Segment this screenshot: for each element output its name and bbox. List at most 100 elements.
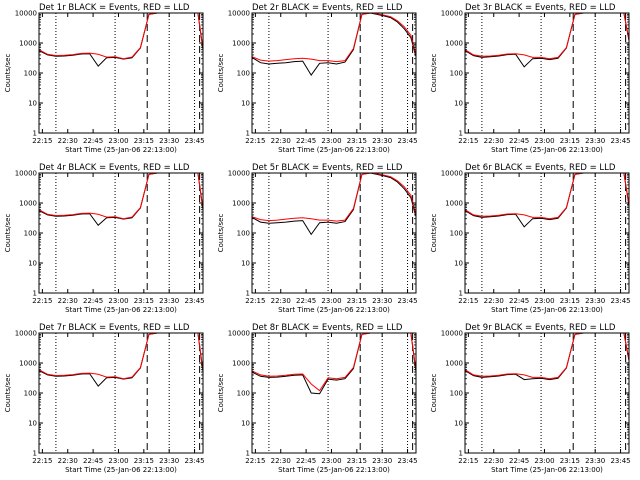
y-axis-label: Counts/sec xyxy=(217,214,225,253)
x-axis-label: Start Time (25-Jan-06 22:13:00) xyxy=(491,466,603,474)
y-tick-label: 1 xyxy=(459,130,463,138)
chart-title: Det 1r BLACK = Events, RED = LLD xyxy=(39,3,190,13)
y-tick-label: 10000 xyxy=(15,10,37,18)
plot-frame xyxy=(38,332,204,454)
y-tick-label: 10000 xyxy=(228,170,250,178)
y-tick-label: 100 xyxy=(450,230,463,238)
chart-panel-7: Det 7r BLACK = Events, RED = LLD 1 10 100 10… xyxy=(4,323,205,474)
y-tick-label: 10000 xyxy=(15,330,37,338)
lld-series-line xyxy=(251,172,417,222)
x-tick-label: 22:30 xyxy=(58,457,78,465)
x-tick-label: 23:00 xyxy=(321,137,341,145)
chart-title: Det 2r BLACK = Events, RED = LLD xyxy=(252,3,403,13)
x-tick-label: 23:30 xyxy=(585,457,605,465)
x-tick-label: 22:15 xyxy=(458,457,478,465)
x-tick-label: 23:45 xyxy=(397,137,417,145)
plot-frame xyxy=(464,12,630,134)
x-tick-label: 23:45 xyxy=(610,457,630,465)
x-tick-label: 23:30 xyxy=(585,297,605,305)
x-tick-label: 23:45 xyxy=(397,297,417,305)
chart-title: Det 5r BLACK = Events, RED = LLD xyxy=(252,163,403,173)
y-tick-label: 1 xyxy=(33,290,37,298)
x-tick-label: 22:45 xyxy=(509,137,529,145)
x-tick-label: 22:30 xyxy=(271,457,291,465)
x-tick-label: 22:15 xyxy=(245,297,265,305)
y-tick-label: 100 xyxy=(24,390,37,398)
x-tick-label: 22:15 xyxy=(32,457,52,465)
chart-panel-6: Det 6r BLACK = Events, RED = LLD 1 10 100 10… xyxy=(430,163,631,314)
plot-frame xyxy=(464,332,630,454)
x-axis-label: Start Time (25-Jan-06 22:13:00) xyxy=(65,146,177,154)
y-axis-label: Counts/sec xyxy=(430,214,438,253)
y-tick-label: 10 xyxy=(28,260,37,268)
y-tick-label: 1000 xyxy=(19,360,37,368)
chart-panel-1: Det 1r BLACK = Events, RED = LLD 1 10 100 10… xyxy=(4,3,205,154)
x-tick-label: 23:15 xyxy=(347,297,367,305)
y-tick-label: 100 xyxy=(450,70,463,78)
x-tick-label: 22:45 xyxy=(296,457,316,465)
y-tick-label: 1 xyxy=(33,130,37,138)
x-tick-label: 22:30 xyxy=(271,297,291,305)
chart-panel-4: Det 4r BLACK = Events, RED = LLD 1 10 100 10… xyxy=(4,163,205,314)
x-tick-label: 22:15 xyxy=(245,137,265,145)
x-tick-label: 23:30 xyxy=(372,137,392,145)
chart-title: Det 6r BLACK = Events, RED = LLD xyxy=(465,163,616,173)
x-tick-label: 23:45 xyxy=(184,137,204,145)
y-tick-label: 1 xyxy=(246,450,250,458)
x-tick-label: 22:30 xyxy=(271,137,291,145)
y-tick-label: 10 xyxy=(28,100,37,108)
y-tick-label: 10000 xyxy=(441,330,463,338)
x-tick-label: 23:00 xyxy=(108,457,128,465)
y-tick-label: 10 xyxy=(241,260,250,268)
events-series-line xyxy=(251,332,417,395)
y-tick-label: 1 xyxy=(246,130,250,138)
lld-series-line xyxy=(251,12,417,63)
y-tick-label: 1 xyxy=(459,450,463,458)
y-tick-label: 100 xyxy=(237,70,250,78)
y-axis-label: Counts/sec xyxy=(217,54,225,93)
y-tick-label: 10 xyxy=(454,100,463,108)
chart-panel-8: Det 8r BLACK = Events, RED = LLD 1 10 100 10… xyxy=(217,323,418,474)
x-tick-label: 22:15 xyxy=(245,457,265,465)
plot-frame xyxy=(38,12,204,134)
x-tick-label: 22:30 xyxy=(484,457,504,465)
y-tick-label: 100 xyxy=(24,230,37,238)
x-tick-label: 22:30 xyxy=(484,137,504,145)
chart-panel-2: Det 2r BLACK = Events, RED = LLD 1 10 100 10… xyxy=(217,3,418,154)
y-tick-label: 1 xyxy=(33,450,37,458)
x-tick-label: 22:30 xyxy=(58,137,78,145)
x-tick-label: 23:45 xyxy=(184,457,204,465)
x-tick-label: 22:30 xyxy=(58,297,78,305)
plot-frame xyxy=(38,172,204,294)
x-tick-label: 22:45 xyxy=(83,137,103,145)
x-tick-label: 23:00 xyxy=(108,137,128,145)
x-tick-label: 22:15 xyxy=(458,297,478,305)
x-tick-label: 23:00 xyxy=(321,457,341,465)
x-tick-label: 23:30 xyxy=(372,457,392,465)
x-tick-label: 23:30 xyxy=(159,137,179,145)
lld-series-line xyxy=(464,12,630,60)
x-tick-label: 23:00 xyxy=(321,297,341,305)
y-tick-label: 1000 xyxy=(19,200,37,208)
x-tick-label: 23:30 xyxy=(585,137,605,145)
x-tick-label: 22:45 xyxy=(509,457,529,465)
y-tick-label: 100 xyxy=(237,390,250,398)
y-tick-label: 10000 xyxy=(228,10,250,18)
y-axis-label: Counts/sec xyxy=(430,54,438,93)
y-tick-label: 10 xyxy=(454,260,463,268)
y-tick-label: 10 xyxy=(241,420,250,428)
y-tick-label: 10 xyxy=(241,100,250,108)
plot-frame xyxy=(251,172,417,294)
x-tick-label: 23:00 xyxy=(534,137,554,145)
x-tick-label: 23:15 xyxy=(347,137,367,145)
x-axis-label: Start Time (25-Jan-06 22:13:00) xyxy=(65,306,177,314)
x-tick-label: 23:30 xyxy=(372,297,392,305)
x-tick-label: 23:15 xyxy=(347,457,367,465)
y-tick-label: 1000 xyxy=(19,40,37,48)
x-tick-label: 23:45 xyxy=(397,457,417,465)
x-tick-label: 22:15 xyxy=(32,137,52,145)
x-axis-label: Start Time (25-Jan-06 22:13:00) xyxy=(278,466,390,474)
x-axis-label: Start Time (25-Jan-06 22:13:00) xyxy=(278,306,390,314)
events-series-line xyxy=(38,172,204,227)
